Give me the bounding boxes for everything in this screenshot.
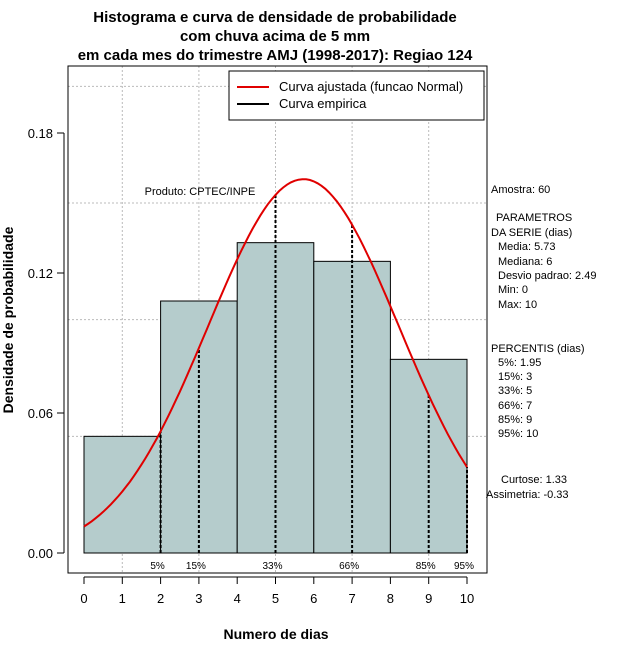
param-header-1: PARAMETROS: [496, 212, 572, 224]
percentile-label-2: 33%: [262, 561, 282, 572]
y-tick-label: 0.18: [28, 126, 53, 141]
percentile-label-5: 95%: [454, 561, 474, 572]
percentile-label-4: 85%: [416, 561, 436, 572]
chart-title-line-3: em cada mes do trimestre AMJ (1998-2017)…: [78, 47, 473, 64]
y-tick-label: 0.06: [28, 406, 53, 421]
y-tick-label: 0.12: [28, 266, 53, 281]
y-axis-title: Densidade de probabilidade: [0, 226, 16, 413]
legend-fitted-label: Curva ajustada (funcao Normal): [279, 79, 463, 94]
percentil-15: 15%: 3: [498, 371, 532, 383]
percentis-header: PERCENTIS (dias): [491, 343, 585, 355]
chart-title-line-2: com chuva acima de 5 mm: [180, 28, 370, 45]
chart-title-line-1: Histograma e curva de densidade de proba…: [93, 9, 456, 26]
stat-assimetria: Assimetria: -0.33: [486, 489, 569, 501]
fitted-normal-curve: [83, 178, 468, 528]
percentile-lines: 5% 15% 33% 66% 85% 95%: [150, 194, 474, 572]
x-tick-label: 7: [348, 591, 355, 606]
x-tick-label: 6: [310, 591, 317, 606]
percentile-label-0: 5%: [150, 561, 165, 572]
y-axis: 0.00 0.06 0.12 0.18: [28, 126, 65, 561]
stat-amostra: Amostra: 60: [491, 184, 550, 196]
percentile-label-1: 15%: [186, 561, 206, 572]
legend-box: [228, 70, 485, 121]
param-mediana: Mediana: 6: [498, 256, 552, 268]
product-label: Produto: CPTEC/INPE: [145, 186, 256, 198]
x-tick-label: 2: [157, 591, 164, 606]
percentil-5: 5%: 1.95: [498, 357, 541, 369]
x-tick-label: 0: [80, 591, 87, 606]
x-tick-label: 10: [460, 591, 474, 606]
param-max: Max: 10: [498, 299, 537, 311]
x-tick-label: 8: [387, 591, 394, 606]
x-tick-label: 1: [119, 591, 126, 606]
x-tick-label: 4: [234, 591, 241, 606]
param-desvio: Desvio padrao: 2.49: [498, 270, 596, 282]
x-axis-title: Numero de dias: [223, 626, 328, 642]
legend: Curva ajustada (funcao Normal) Curva emp…: [228, 70, 485, 121]
percentil-85: 85%: 9: [498, 414, 532, 426]
percentile-label-3: 66%: [339, 561, 359, 572]
percentil-66: 66%: 7: [498, 400, 532, 412]
param-min: Min: 0: [498, 284, 528, 296]
y-tick-label: 0.00: [28, 546, 53, 561]
x-tick-label: 5: [272, 591, 279, 606]
percentil-95: 95%: 10: [498, 428, 538, 440]
param-header-2: DA SERIE (dias): [491, 227, 572, 239]
x-axis: 0 1 2 3 4 5 6 7 8 9 10: [80, 576, 474, 606]
plot-frame: [67, 65, 488, 574]
x-tick-label: 9: [425, 591, 432, 606]
param-media: Media: 5.73: [498, 241, 555, 253]
x-tick-label: 3: [195, 591, 202, 606]
stats-panel: Amostra: 60 PARAMETROS DA SERIE (dias) M…: [486, 184, 596, 501]
percentil-33: 33%: 5: [498, 385, 532, 397]
stat-curtose: Curtose: 1.33: [501, 474, 567, 486]
legend-empirical-label: Curva empirica: [279, 96, 367, 111]
